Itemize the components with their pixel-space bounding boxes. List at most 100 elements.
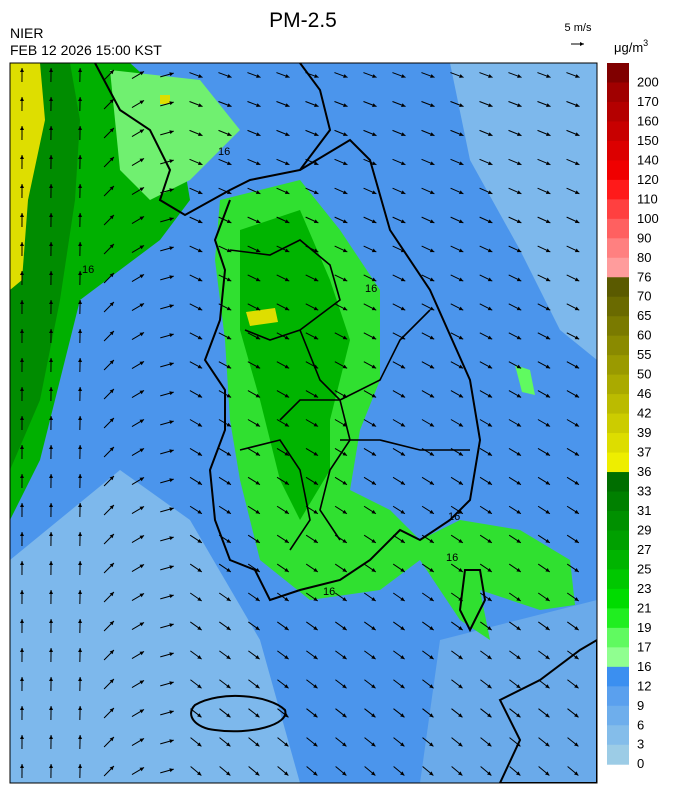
wind-arrow-head <box>545 306 551 311</box>
wind-arrow <box>131 245 145 253</box>
wind-arrow-head <box>313 393 319 398</box>
wind-arrow-head <box>487 190 493 195</box>
wind-arrow-head <box>78 155 83 160</box>
wind-arrow-head <box>371 626 376 631</box>
wind-arrow-head <box>458 742 463 747</box>
wind-arrow-head <box>429 451 435 456</box>
wind-arrow <box>131 680 145 688</box>
wind-arrow <box>20 154 25 170</box>
wind-arrow <box>247 158 261 166</box>
wind-arrow <box>450 534 464 544</box>
wind-arrow-head <box>139 535 145 540</box>
wind-arrow <box>450 158 464 166</box>
wind-arrow-head <box>255 626 260 631</box>
wind-arrow <box>78 589 83 605</box>
wind-arrow-head <box>313 451 319 456</box>
wind-arrow-head <box>487 306 493 311</box>
wind-arrow <box>335 679 347 689</box>
wind-arrow-head <box>313 248 319 253</box>
low-concentration-area <box>10 470 300 783</box>
wind-arrow-head <box>284 364 290 369</box>
wind-arrow-head <box>78 242 83 247</box>
wind-arrow <box>78 125 83 141</box>
wind-arrow <box>306 679 318 689</box>
wind-arrow <box>189 274 203 282</box>
wind-arrow <box>20 96 25 112</box>
wind-arrow <box>218 216 232 224</box>
wind-arrow <box>248 708 260 718</box>
wind-arrow-head <box>545 509 550 514</box>
wind-arrow <box>450 361 464 369</box>
wind-arrow <box>78 560 83 576</box>
wind-arrow-head <box>78 387 83 392</box>
wind-arrow-head <box>574 568 579 572</box>
wind-arrow-head <box>20 532 25 537</box>
wind-arrow <box>421 216 435 224</box>
wind-arrow-head <box>169 681 174 686</box>
wind-arrow-head <box>255 248 261 253</box>
wind-arrow <box>537 187 551 195</box>
wind-arrow <box>78 415 83 431</box>
wind-arrow-head <box>342 335 348 340</box>
wind-arrow <box>537 158 551 166</box>
wind-arrow <box>276 303 290 311</box>
wind-arrow <box>160 333 174 339</box>
wind-arrow <box>334 72 348 78</box>
wind-arrow-head <box>574 393 580 398</box>
wind-arrow-head <box>226 422 232 427</box>
wind-arrow <box>508 534 522 544</box>
colorbar-label: 120 <box>637 172 659 187</box>
wind-arrow <box>78 96 83 112</box>
wind-arrow-head <box>488 103 493 107</box>
wind-arrow-head <box>49 735 54 740</box>
wind-arrow <box>363 592 377 602</box>
wind-arrow-head <box>169 768 174 773</box>
wind-arrow <box>451 766 463 776</box>
wind-arrow <box>305 274 319 282</box>
wind-arrow <box>20 328 25 344</box>
wind-arrow-head <box>371 335 377 340</box>
wind-arrow-head <box>109 766 114 771</box>
wind-arrow-head <box>20 706 25 711</box>
wind-arrow <box>160 594 174 600</box>
wind-arrow-head <box>78 329 83 334</box>
wind-arrow-head <box>487 771 492 776</box>
wind-arrow <box>392 158 406 166</box>
wind-arrow <box>20 125 25 141</box>
wind-arrow-head <box>169 246 174 251</box>
wind-arrow-head <box>400 597 405 601</box>
wind-arrow <box>421 592 435 602</box>
wind-arrow-head <box>574 655 579 660</box>
wind-arrow-head <box>20 416 25 421</box>
colorbar-segment <box>607 394 629 415</box>
wind-arrow <box>131 390 145 398</box>
wind-arrow <box>334 187 348 195</box>
wind-arrow <box>334 447 348 457</box>
wind-arrow <box>49 676 54 692</box>
wind-arrow-head <box>458 538 463 543</box>
wind-arrow <box>305 129 319 137</box>
wind-arrow-head <box>197 771 202 776</box>
colorbar-label: 46 <box>637 386 651 401</box>
wind-arrow-head <box>575 132 580 136</box>
wind-arrow <box>20 589 25 605</box>
wind-arrow <box>479 505 493 515</box>
wind-arrow <box>219 708 231 718</box>
wind-arrow-head <box>574 626 579 631</box>
wind-arrow-head <box>139 303 145 308</box>
wind-scale-label: 5 m/s <box>565 22 592 34</box>
wind-arrow <box>305 390 319 398</box>
coastline <box>94 63 597 783</box>
wind-arrow-head <box>342 451 348 456</box>
wind-arrow <box>78 618 83 634</box>
wind-arrow <box>189 592 203 602</box>
wind-arrow-head <box>139 738 145 743</box>
wind-arrow-head <box>458 393 464 398</box>
wind-arrows <box>20 67 580 779</box>
wind-arrow <box>78 705 83 721</box>
wind-arrow-head <box>49 706 54 711</box>
wind-arrow-head <box>139 158 145 163</box>
wind-arrow <box>479 563 493 573</box>
wind-arrow <box>218 476 232 486</box>
wind-arrow <box>421 303 435 311</box>
